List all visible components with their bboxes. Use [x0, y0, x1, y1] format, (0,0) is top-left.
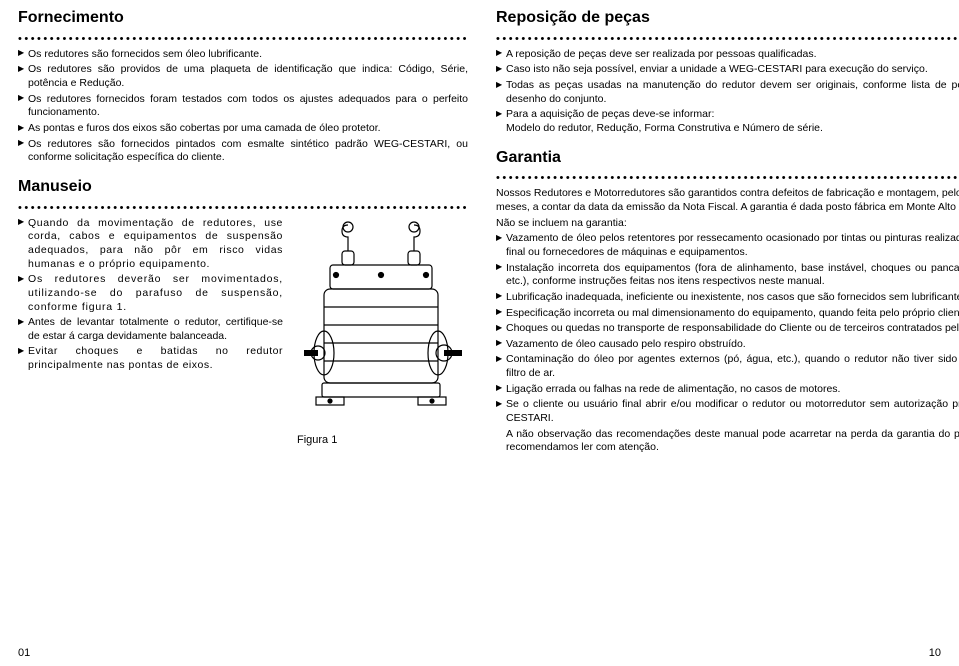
heading-fornecimento: Fornecimento	[18, 8, 468, 29]
page-number-right: 10	[929, 646, 941, 660]
heading-reposicao: Reposição de peças	[496, 8, 959, 29]
divider-dots: ••••••••••••••••••••••••••••••••••••••••…	[496, 171, 959, 182]
list-item: Os redutores são fornecidos sem óleo lub…	[18, 48, 468, 62]
warranty-exclude-label: Não se incluem na garantia:	[496, 217, 959, 231]
section-garantia: Garantia •••••••••••••••••••••••••••••••…	[496, 148, 959, 455]
list-item: Instalação incorreta dos equipamentos (f…	[496, 262, 959, 289]
list-item: Os redutores fornecidos foram testados c…	[18, 93, 468, 120]
warranty-intro: Nossos Redutores e Motorredutores são ga…	[496, 187, 959, 214]
divider-dots: ••••••••••••••••••••••••••••••••••••••••…	[18, 32, 468, 43]
figure-column: Figura 1	[293, 217, 468, 447]
divider-dots: ••••••••••••••••••••••••••••••••••••••••…	[496, 32, 959, 43]
heading-manuseio: Manuseio	[18, 177, 468, 198]
list-item: As pontas e furos dos eixos são cobertas…	[18, 122, 468, 136]
section-reposicao: Reposição de peças •••••••••••••••••••••…	[496, 8, 959, 136]
section-fornecimento: Fornecimento •••••••••••••••••••••••••••…	[18, 8, 468, 165]
list-item: Os redutores deverão ser movimentados, u…	[18, 273, 283, 314]
list-item: Ligação errada ou falhas na rede de alim…	[496, 383, 959, 397]
list-item: A reposição de peças deve ser realizada …	[496, 48, 959, 62]
figure-caption: Figura 1	[293, 433, 337, 447]
warranty-outro: A não observação das recomendações deste…	[496, 428, 959, 455]
list-item: Todas as peças usadas na manutenção do r…	[496, 79, 959, 106]
list-item: Se o cliente ou usuário final abrir e/ou…	[496, 398, 959, 425]
right-column: Reposição de peças •••••••••••••••••••••…	[496, 8, 959, 666]
list-item: Os redutores são providos de uma plaquet…	[18, 63, 468, 90]
list-reposicao: A reposição de peças deve ser realizada …	[496, 48, 959, 136]
divider-dots: ••••••••••••••••••••••••••••••••••••••••…	[18, 201, 468, 212]
list-item: Especificação incorreta ou mal dimension…	[496, 307, 959, 321]
list-item: Vazamento de óleo causado pelo respiro o…	[496, 338, 959, 352]
page-number-left: 01	[18, 646, 30, 660]
list-item: Lubrificação inadequada, ineficiente ou …	[496, 291, 959, 305]
list-item: Choques ou quedas no transporte de respo…	[496, 322, 959, 336]
list-item: Vazamento de óleo pelos retentores por r…	[496, 232, 959, 259]
reducer-illustration	[296, 217, 466, 427]
section-manuseio: Manuseio •••••••••••••••••••••••••••••••…	[18, 177, 468, 447]
list-item: Contaminação do óleo por agentes externo…	[496, 353, 959, 380]
list-item: Para a aquisição de peças deve-se inform…	[496, 108, 959, 135]
heading-garantia: Garantia	[496, 148, 959, 169]
list-item: Os redutores são fornecidos pintados com…	[18, 138, 468, 165]
list-item: Caso isto não seja possível, enviar a un…	[496, 63, 959, 77]
list-item: Antes de levantar totalmente o redutor, …	[18, 316, 283, 343]
left-column: Fornecimento •••••••••••••••••••••••••••…	[18, 8, 468, 666]
list-garantia: Vazamento de óleo pelos retentores por r…	[496, 232, 959, 425]
list-item: Evitar choques e batidas no redutor prin…	[18, 345, 283, 372]
list-item: Quando da movimentação de redutores, use…	[18, 217, 283, 272]
list-manuseio: Quando da movimentação de redutores, use…	[18, 217, 283, 373]
list-fornecimento: Os redutores são fornecidos sem óleo lub…	[18, 48, 468, 165]
